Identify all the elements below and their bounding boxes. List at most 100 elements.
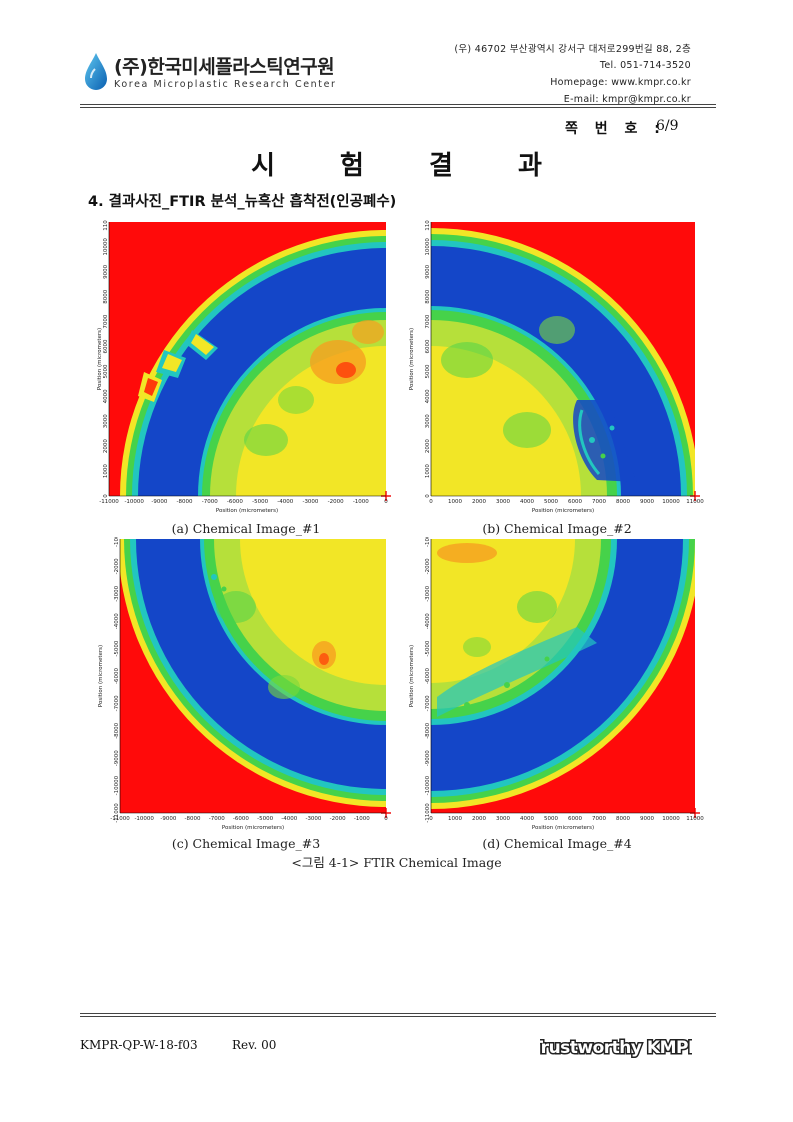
x-tick-label: -10000 xyxy=(134,816,154,822)
x-tick-labels: -11000 -10000 -9000 -8000 -7000 -6000 -5000 -40… xyxy=(110,816,388,822)
x-tick-label: 11000 xyxy=(686,816,704,822)
footer-divider xyxy=(80,1013,716,1014)
x-tick-labels: -11000 -10000 -9000 -8000 -7000 -6000 -5000 -40… xyxy=(99,499,388,505)
panel-caption: (c) Chemical Image_#3 xyxy=(171,836,321,851)
y-tick-label: -11000 xyxy=(114,803,120,823)
figure-caption: <그림 4-1> FTIR Chemical Image xyxy=(291,855,502,870)
y-tick-label: -4000 xyxy=(425,613,431,629)
x-tick-label: -1000 xyxy=(353,499,369,505)
x-tick-label: -5000 xyxy=(257,816,273,822)
y-tick-label: -6000 xyxy=(425,668,431,684)
x-tick-label: -2000 xyxy=(328,499,344,505)
x-tick-label: 2000 xyxy=(472,816,486,822)
x-tick-label: -4000 xyxy=(281,816,297,822)
y-axis-label: Position (micrometers) xyxy=(409,645,415,707)
y-tick-label: -8000 xyxy=(425,722,431,738)
x-tick-label: 8000 xyxy=(616,499,630,505)
x-tick-label: -3000 xyxy=(302,499,318,505)
x-tick-label: -5000 xyxy=(252,499,268,505)
y-tick-label: -5000 xyxy=(114,640,120,656)
y-tick-label: 11000 xyxy=(103,220,109,231)
y-tick-label: -8000 xyxy=(114,722,120,738)
section-title: 4. 결과사진_FTIR 분석_뉴흑산 흡착전(인공폐수) xyxy=(88,194,397,210)
x-tick-label: 10000 xyxy=(662,499,680,505)
y-tick-label: -7000 xyxy=(114,695,120,711)
x-tick-label: -10000 xyxy=(124,499,144,505)
y-tick-label: -4000 xyxy=(114,613,120,629)
x-tick-label: -6000 xyxy=(233,816,249,822)
y-tick-label: -9000 xyxy=(114,750,120,766)
x-tick-labels: 0 1000 2000 3000 4000 5000 6000 7000 8000 9000 100… xyxy=(429,499,704,505)
x-tick-label: -2000 xyxy=(330,816,346,822)
x-tick-label: -8000 xyxy=(177,499,193,505)
chemical-image-map xyxy=(120,539,386,813)
y-tick-label: -2000 xyxy=(425,558,431,574)
panel-caption: (b) Chemical Image_#2 xyxy=(482,521,632,536)
y-tick-label: -9000 xyxy=(425,750,431,766)
brand-logo: Trustworthy KMPR xyxy=(540,1037,692,1060)
y-tick-label: 3000 xyxy=(103,414,109,428)
x-axis-label: Position (micrometers) xyxy=(216,508,278,514)
x-tick-label: 9000 xyxy=(640,499,654,505)
company-homepage: Homepage: www.kmpr.co.kr xyxy=(550,77,691,88)
x-tick-label: 11000 xyxy=(686,499,704,505)
page-number: 6/9 xyxy=(656,118,679,134)
x-tick-label: 0 xyxy=(429,816,433,822)
y-tick-label: -11000 xyxy=(425,803,431,823)
x-tick-label: 7000 xyxy=(592,499,606,505)
x-tick-label: 4000 xyxy=(520,816,534,822)
x-axis-label: Position (micrometers) xyxy=(222,825,284,831)
y-tick-label: -3000 xyxy=(114,585,120,601)
chemical-image-panel-3: -11000 -10000 -9000 -8000 -7000 -6000 -5000 -40… xyxy=(96,537,396,833)
panel-caption: (d) Chemical Image_#4 xyxy=(482,836,632,851)
y-tick-label: 9000 xyxy=(425,264,431,278)
chemical-image-panel-2: 0 1000 2000 3000 4000 5000 6000 7000 8000 9000 100… xyxy=(407,220,707,516)
x-tick-label: 3000 xyxy=(496,499,510,505)
x-tick-label: 0 xyxy=(384,499,388,505)
y-tick-label: -1000 xyxy=(114,537,120,547)
document-title: 시 험 결 과 xyxy=(251,151,570,181)
x-tick-label: -8000 xyxy=(185,816,201,822)
y-tick-label: 7000 xyxy=(103,314,109,328)
x-tick-label: 9000 xyxy=(640,816,654,822)
y-tick-label: 10000 xyxy=(103,238,109,256)
x-tick-label: 8000 xyxy=(616,816,630,822)
y-tick-labels: 0 1000 2000 3000 4000 5000 6000 7000 8000 9000 100… xyxy=(425,220,431,498)
company-email: E-mail: kmpr@kmpr.co.kr xyxy=(563,94,691,105)
y-tick-label: -10000 xyxy=(114,775,120,795)
x-tick-label: -7000 xyxy=(202,499,218,505)
y-tick-label: 2000 xyxy=(103,439,109,453)
y-tick-label: 11000 xyxy=(425,220,431,231)
x-tick-label: -1000 xyxy=(354,816,370,822)
x-tick-label: 10000 xyxy=(662,816,680,822)
y-tick-label: 5000 xyxy=(425,364,431,378)
y-tick-label: -6000 xyxy=(114,668,120,684)
x-tick-label: -11000 xyxy=(110,816,130,822)
y-tick-label: 6000 xyxy=(425,339,431,353)
footer-divider xyxy=(80,1016,716,1017)
x-tick-label: -3000 xyxy=(305,816,321,822)
x-tick-label: 5000 xyxy=(544,499,558,505)
x-tick-label: 1000 xyxy=(448,816,462,822)
document-revision: Rev. 00 xyxy=(232,1038,277,1052)
y-tick-label: 1000 xyxy=(425,464,431,478)
chemical-image-map xyxy=(431,539,695,813)
y-tick-label: -3000 xyxy=(425,585,431,601)
y-tick-label: 8000 xyxy=(425,289,431,303)
chemical-image-panel-1: -11000 -10000 -9000 -8000 -7000 -6000 -5000 -40… xyxy=(96,220,396,516)
y-tick-label: 4000 xyxy=(425,389,431,403)
x-tick-label: -7000 xyxy=(209,816,225,822)
y-tick-label: -7000 xyxy=(425,695,431,711)
chemical-image-map xyxy=(109,222,386,496)
y-tick-labels: 0 1000 2000 3000 4000 5000 6000 7000 8000 9000 100… xyxy=(103,220,109,498)
x-tick-label: 6000 xyxy=(568,499,582,505)
y-tick-label: 5000 xyxy=(103,364,109,378)
company-address: (우) 46702 부산광역시 강서구 대저로299번길 88, 2층 xyxy=(454,44,691,55)
y-tick-label: 1000 xyxy=(103,464,109,478)
panel-caption: (a) Chemical Image_#1 xyxy=(171,521,321,536)
x-tick-label: 0 xyxy=(384,816,388,822)
brand-text: Trustworthy KMPR xyxy=(540,1038,692,1058)
chemical-image-map xyxy=(431,222,695,496)
x-tick-label: -9000 xyxy=(160,816,176,822)
y-axis-label: Position (micrometers) xyxy=(97,328,103,390)
